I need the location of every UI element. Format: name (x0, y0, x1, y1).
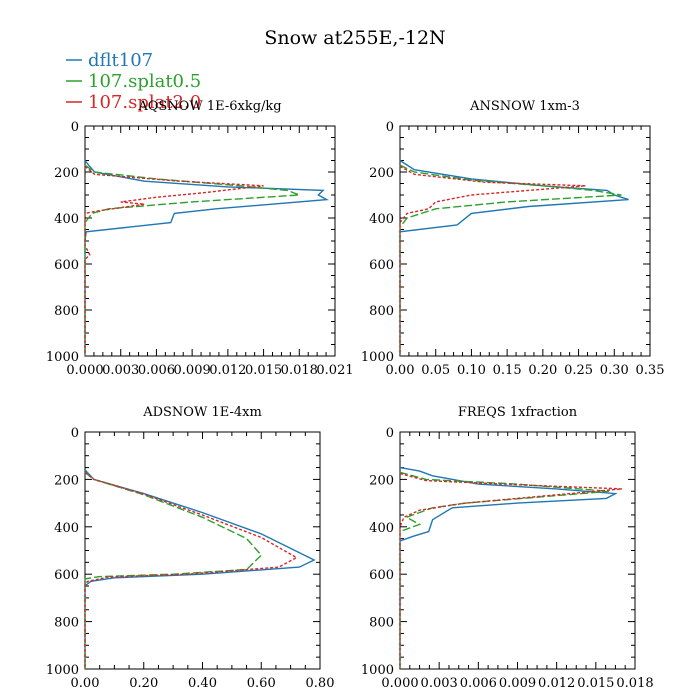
x-tick-label: 0.10 (457, 363, 486, 378)
panel-title: AQSNOW 1E-6xkg/kg (137, 99, 281, 114)
x-tick-label: 0.00 (386, 363, 415, 378)
y-tick-label: 1000 (46, 350, 79, 365)
x-tick-label: 0.20 (129, 676, 158, 691)
series-line-dflt107 (399, 159, 629, 356)
panel-3: ADSNOW 1E-4xm 0.00 0.20 0.40 0.60 0.80 0 200 400… (46, 405, 335, 691)
y-tick-label: 400 (369, 521, 394, 536)
panel-1: AQSNOW 1E-6xkg/kg0.0000.0030.0060.0090.0… (46, 99, 354, 378)
x-tick-label: 0.003 (421, 676, 458, 691)
x-tick-label: 0.80 (306, 676, 335, 691)
x-tick-label: 0.60 (247, 676, 276, 691)
y-tick-label: 600 (54, 258, 79, 273)
y-tick-label: 400 (54, 521, 79, 536)
legend-item: 107.splat2.0 (66, 92, 201, 113)
x-tick-label: 0.009 (499, 676, 536, 691)
y-tick-label: 1000 (361, 663, 394, 678)
y-tick-label: 600 (54, 568, 79, 583)
x-tick-label: 0.30 (600, 363, 629, 378)
legend-item: 107.splat0.5 (66, 71, 201, 92)
x-tick-label: 0.003 (102, 363, 139, 378)
x-tick-label: 0.015 (577, 676, 614, 691)
y-tick-label: 800 (369, 304, 394, 319)
x-tick-label: 0.25 (564, 363, 593, 378)
x-tick-label: 0.018 (616, 676, 653, 691)
x-tick-label: 0.05 (421, 363, 450, 378)
series-line-dflt107 (84, 160, 330, 356)
legend-label: 107.splat2.0 (88, 92, 201, 113)
series-line-dflt107 (84, 469, 316, 669)
panel-title: ADSNOW 1E-4xm (142, 405, 262, 420)
x-tick-label: 0.021 (316, 363, 353, 378)
figure-title: Snow at255E,-12N (264, 27, 445, 49)
y-tick-label: 200 (54, 166, 79, 181)
x-tick-label: 0.006 (138, 363, 175, 378)
y-tick-label: 0 (386, 426, 394, 441)
legend-label: 107.splat0.5 (88, 71, 201, 92)
x-tick-label: 0.012 (538, 676, 575, 691)
y-tick-label: 400 (54, 212, 79, 227)
x-tick-label: 0.000 (381, 676, 418, 691)
series-line-107.splat0.5 (84, 164, 300, 356)
x-tick-label: 0.20 (528, 363, 557, 378)
y-tick-label: 800 (54, 304, 79, 319)
x-tick-label: 0.15 (493, 363, 522, 378)
x-tick-label: 0.00 (71, 676, 100, 691)
y-tick-label: 0 (71, 426, 79, 441)
y-tick-label: 200 (54, 473, 79, 488)
legend-label: dflt107 (88, 50, 153, 71)
series-line-107.splat2.0 (84, 471, 298, 669)
x-tick-label: 0.015 (245, 363, 282, 378)
plot-frame (399, 125, 651, 357)
x-tick-label: 0.006 (460, 676, 497, 691)
panel-2: ANSNOW 1xm-3 0.00 0.05 0.10 0.15 0.20 0.25 0.30… (361, 99, 665, 378)
series-line-107.splat0.5 (84, 471, 263, 669)
x-tick-label: 0.018 (281, 363, 318, 378)
series-line-107.splat0.5 (399, 164, 622, 356)
y-tick-label: 0 (71, 120, 79, 135)
y-tick-label: 1000 (46, 663, 79, 678)
panels: AQSNOW 1E-6xkg/kg0.0000.0030.0060.0090.0… (46, 99, 665, 691)
legend-item: dflt107 (66, 50, 153, 71)
panel-title: ANSNOW 1xm-3 (469, 99, 580, 114)
x-tick-label: 0.40 (188, 676, 217, 691)
series-line-107.splat2.0 (84, 165, 264, 356)
plot-frame (399, 431, 636, 670)
y-tick-label: 200 (369, 473, 394, 488)
x-tick-label: 0.012 (209, 363, 246, 378)
y-tick-label: 0 (386, 120, 394, 135)
series-line-107.splat2.0 (399, 472, 622, 669)
plot-frame (84, 125, 336, 357)
y-tick-label: 200 (369, 166, 394, 181)
y-tick-label: 1000 (361, 350, 394, 365)
x-tick-label: 0.009 (174, 363, 211, 378)
series-line-107.splat2.0 (399, 165, 586, 356)
series-line-107.splat0.5 (399, 471, 609, 669)
panel-title: FREQS 1xfraction (458, 405, 578, 420)
series-line-dflt107 (399, 466, 618, 669)
y-tick-label: 400 (369, 212, 394, 227)
x-tick-label: 0.35 (636, 363, 665, 378)
x-tick-label: 0.000 (66, 363, 103, 378)
y-tick-label: 600 (369, 258, 394, 273)
y-tick-label: 600 (369, 568, 394, 583)
y-tick-label: 800 (54, 616, 79, 631)
y-tick-label: 800 (369, 616, 394, 631)
